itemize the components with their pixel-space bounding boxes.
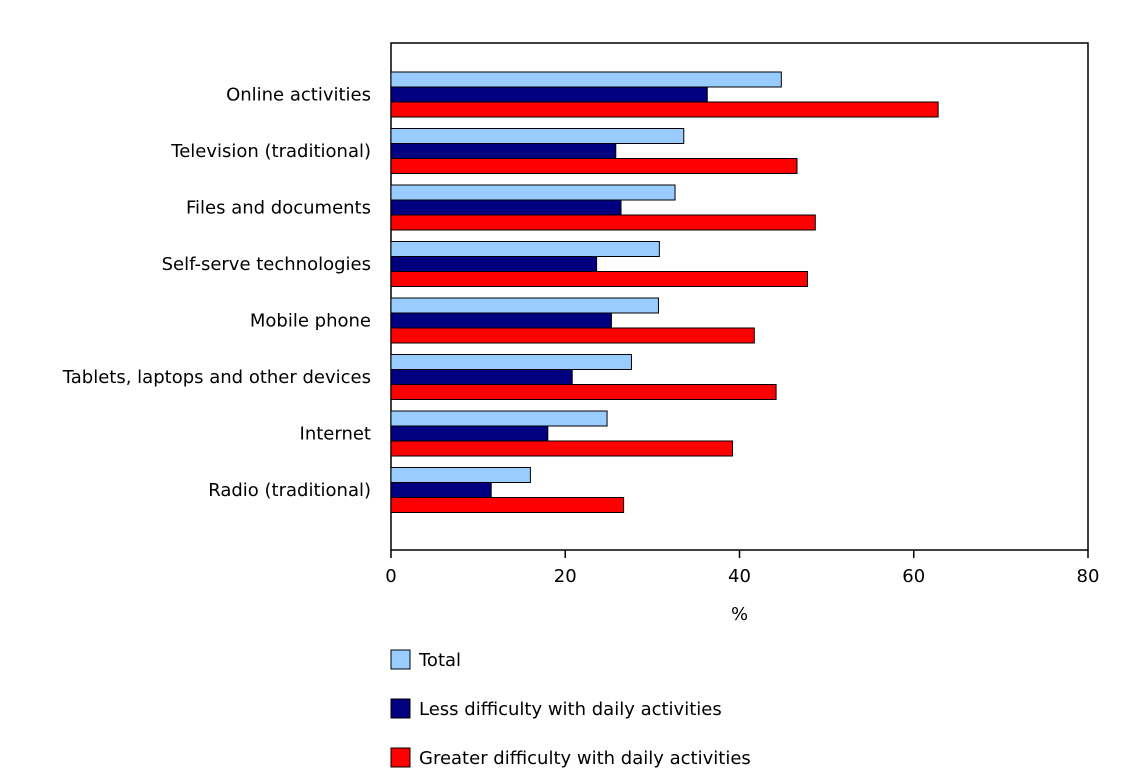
x-axis-label: % [731, 604, 748, 625]
bar-total [390, 354, 632, 370]
bar-total [390, 184, 676, 201]
legend-swatch [390, 747, 411, 768]
category-label: Mobile phone [250, 311, 371, 332]
legend-label: Total [418, 650, 461, 671]
legend-swatch [390, 649, 411, 670]
bar-less-difficulty [390, 482, 492, 498]
legend-label: Greater difficulty with daily activities [419, 748, 751, 769]
bar-greater-difficulty [390, 271, 808, 287]
category-label: Radio (traditional) [208, 480, 371, 501]
category-label: Files and documents [186, 198, 371, 219]
category-label: Television (traditional) [170, 141, 371, 162]
legend-swatch [390, 698, 411, 719]
bar-greater-difficulty [390, 214, 816, 231]
category-label: Online activities [226, 85, 371, 106]
x-tick-label: 40 [728, 566, 751, 587]
x-tick-label: 20 [554, 566, 577, 587]
bar-greater-difficulty [390, 158, 798, 174]
bar-total [390, 467, 531, 483]
bar-greater-difficulty [390, 440, 734, 457]
bar-total [390, 128, 685, 144]
bar-less-difficulty [390, 199, 622, 216]
bar-total [390, 297, 659, 314]
bar-less-difficulty [390, 86, 708, 103]
bar-greater-difficulty [390, 497, 625, 513]
bar-greater-difficulty [390, 384, 777, 400]
category-label: Self-serve technologies [162, 254, 371, 275]
bar-less-difficulty [390, 312, 612, 329]
bar-less-difficulty [390, 143, 617, 159]
bar-greater-difficulty [390, 101, 939, 118]
bar-less-difficulty [390, 425, 549, 442]
bar-total [390, 410, 608, 427]
x-tick-label: 60 [902, 566, 925, 587]
x-tick-label: 0 [385, 566, 396, 587]
bar-less-difficulty [390, 369, 573, 385]
legend-label: Less difficulty with daily activities [419, 699, 722, 720]
bar-less-difficulty [390, 256, 598, 272]
bar-total [390, 241, 660, 257]
bar-greater-difficulty [390, 327, 755, 344]
bar-total [390, 71, 782, 88]
category-label: Tablets, laptops and other devices [62, 367, 371, 388]
x-tick-label: 80 [1077, 566, 1100, 587]
category-label: Internet [300, 424, 371, 445]
